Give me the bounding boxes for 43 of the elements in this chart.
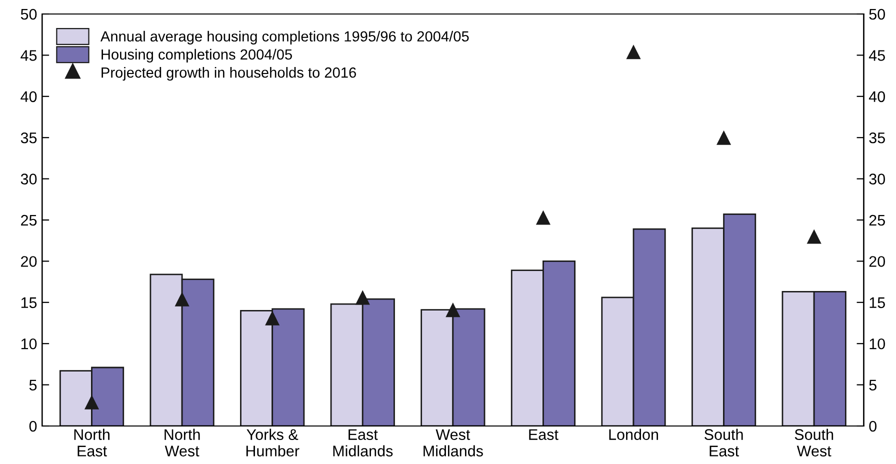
y-tick-label: 40: [20, 91, 37, 102]
y2-tick-label: 15: [870, 297, 885, 308]
x-tick-label: East: [529, 429, 558, 440]
y2-tick-label: 45: [868, 50, 885, 61]
point: [446, 302, 460, 318]
point: [806, 229, 822, 244]
y2-tick-label: 25: [869, 214, 885, 226]
y-tick-label: 30: [20, 174, 37, 184]
y-tick-label: 15: [21, 297, 37, 308]
x-tick-label: Yorks & Humber: [246, 428, 300, 456]
y2-tick-label: 20: [869, 256, 885, 267]
y2-tick-label: 5: [869, 380, 876, 390]
y-tick-label: 25: [21, 214, 37, 226]
y-tick-label: 45: [20, 50, 37, 61]
point: [355, 290, 370, 305]
point: [716, 130, 732, 145]
y-tick-label: 35: [20, 132, 37, 144]
y2-tick-label: 40: [868, 91, 885, 102]
x-tick-label: North West: [164, 428, 200, 456]
y-tick-label: 50: [20, 8, 37, 20]
y-tick-label: 20: [21, 256, 37, 267]
y2-tick-label: 35: [869, 132, 885, 144]
y-tick-label: 10: [21, 338, 37, 350]
y2-tick-label: 30: [869, 174, 885, 184]
point: [626, 44, 641, 60]
point: [84, 394, 100, 410]
point: [265, 310, 280, 326]
x-tick-label: South West: [794, 428, 834, 456]
legend-label: Annual average housing completions 1995/96 to 2004/05: [100, 30, 469, 44]
x-tick-label: South East: [704, 428, 743, 456]
x-tick-label: London: [609, 428, 658, 440]
y-tick-label: 5: [29, 380, 37, 390]
point: [536, 210, 550, 225]
y2-tick-label: 0: [869, 420, 877, 432]
y2-tick-label: 50: [869, 8, 885, 20]
legend-label: Housing completions 2004/05: [102, 48, 292, 63]
x-tick-label: North East: [74, 428, 110, 456]
y-tick-label: 0: [29, 420, 37, 432]
x-tick-label: East Midlands: [333, 429, 393, 456]
y2-tick-label: 10: [870, 338, 885, 350]
point: [174, 292, 190, 306]
legend-label: Projected growth in households to 2016: [102, 67, 356, 81]
x-tick-label: West Midlands: [424, 429, 483, 456]
